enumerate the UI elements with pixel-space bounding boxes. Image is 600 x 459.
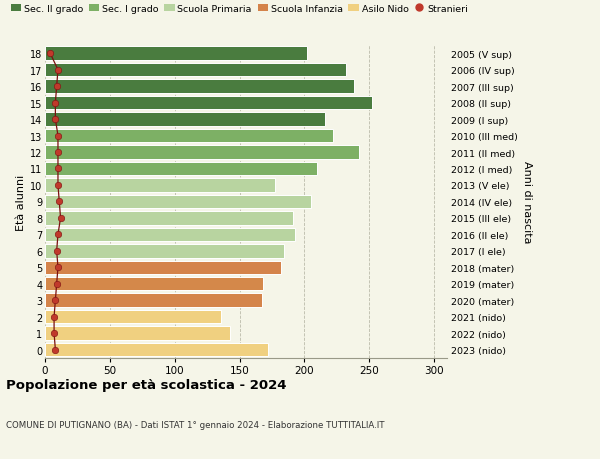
Bar (45, 97, 372, 110)
Bar (45, 294, 262, 307)
Point (50, 297, 60, 304)
Point (50, 346, 60, 353)
Bar (45, 245, 284, 258)
Y-axis label: Anni di nascita: Anni di nascita (522, 161, 532, 243)
Bar (45, 113, 325, 127)
Point (46, 50, 55, 58)
Point (53, 133, 63, 140)
Bar (45, 343, 268, 357)
Point (52, 280, 61, 288)
Point (56, 215, 65, 222)
Bar (45, 162, 317, 176)
Bar (45, 212, 293, 225)
Point (53, 165, 63, 173)
Bar (45, 228, 295, 241)
Point (50, 100, 60, 107)
Bar (45, 195, 311, 209)
Bar (45, 64, 346, 77)
Bar (45, 80, 353, 94)
Text: COMUNE DI PUTIGNANO (BA) - Dati ISTAT 1° gennaio 2024 - Elaborazione TUTTITALIA.: COMUNE DI PUTIGNANO (BA) - Dati ISTAT 1°… (6, 420, 385, 429)
Point (49, 330, 59, 337)
Text: Popolazione per età scolastica - 2024: Popolazione per età scolastica - 2024 (6, 379, 287, 392)
Point (50, 116, 60, 123)
Bar (45, 47, 307, 61)
Point (53, 231, 63, 239)
Y-axis label: Età alunni: Età alunni (16, 174, 26, 230)
Point (53, 149, 63, 157)
Point (53, 182, 63, 189)
Bar (45, 277, 263, 291)
Point (53, 67, 63, 74)
Bar (45, 261, 281, 274)
Point (52, 247, 61, 255)
Point (49, 313, 59, 321)
Legend: Sec. II grado, Sec. I grado, Scuola Primaria, Scuola Infanzia, Asilo Nido, Stran: Sec. II grado, Sec. I grado, Scuola Prim… (11, 5, 468, 14)
Bar (45, 146, 359, 159)
Bar (45, 179, 275, 192)
Bar (45, 327, 230, 340)
Point (52, 83, 61, 90)
Point (53, 264, 63, 271)
Bar (45, 310, 221, 324)
Bar (45, 129, 333, 143)
Point (55, 198, 64, 206)
